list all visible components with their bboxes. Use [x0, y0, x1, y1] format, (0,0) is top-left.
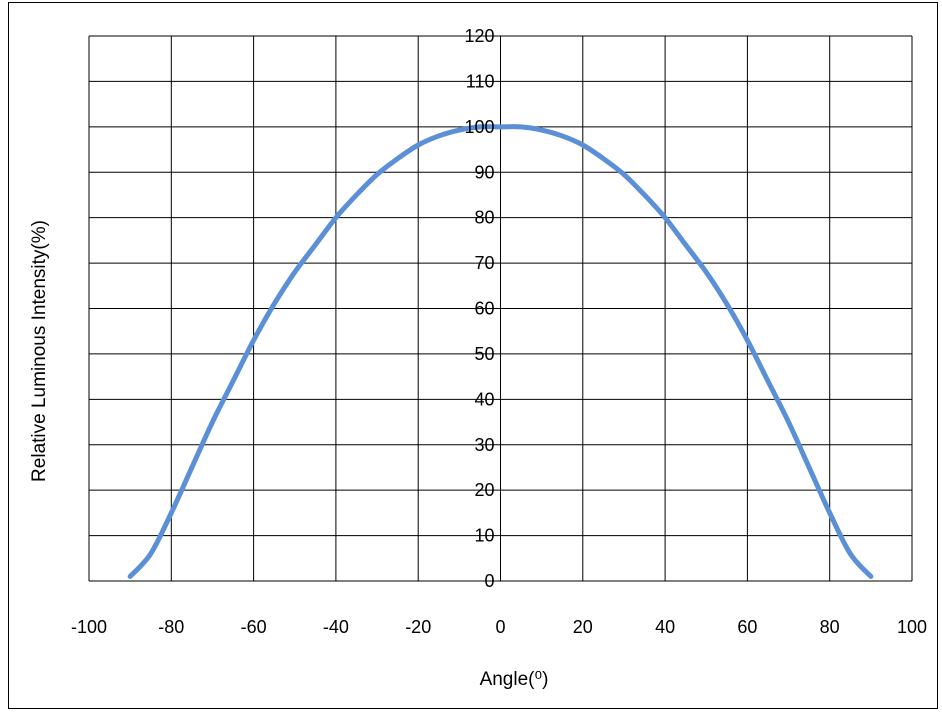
series-layer — [127, 124, 874, 579]
y-tick-label: 20 — [474, 480, 494, 500]
x-tick-label: -100 — [71, 617, 107, 637]
x-tick-label: 0 — [495, 617, 505, 637]
chart-frame: 0 10 20 30 40 50 60 70 80 90 100 110 120 -100 -80 -60-… — [8, 2, 938, 709]
y-tick-label: 90 — [474, 162, 494, 182]
y-tick-label: 10 — [474, 526, 494, 546]
x-axis-title: Angle(⁰) — [480, 669, 549, 690]
y-tick-label: 110 — [466, 71, 495, 91]
y-axis-title: Relative Luminous Intensity(%) — [29, 220, 50, 482]
x-tick-labels: -100 -80 -60 -40 -20 0 20 40 60 80 100 — [71, 617, 927, 637]
y-tick-labels: 0 10 20 30 40 50 60 70 80 90 100 110 120 — [464, 26, 494, 591]
grid-layer — [88, 35, 913, 582]
x-tick-label: -80 — [158, 617, 184, 637]
x-tick-label: 20 — [573, 617, 593, 637]
series-line — [127, 124, 874, 579]
x-tick-label: -60 — [241, 617, 267, 637]
x-tick-label: 80 — [820, 617, 840, 637]
x-tick-label: -40 — [323, 617, 349, 637]
y-tick-label: 120 — [464, 26, 494, 46]
y-tick-label: 40 — [474, 389, 494, 409]
y-tick-label: 60 — [474, 299, 494, 319]
x-tick-label: 40 — [655, 617, 675, 637]
x-tick-label: 60 — [737, 617, 757, 637]
y-tick-label: 80 — [474, 208, 494, 228]
y-tick-label: 50 — [474, 344, 494, 364]
y-tick-label: 100 — [464, 117, 494, 137]
x-tick-label: 100 — [897, 617, 927, 637]
y-tick-label: 0 — [484, 571, 494, 591]
y-tick-label: 70 — [474, 253, 494, 273]
x-tick-label: -20 — [405, 617, 431, 637]
y-tick-label: 30 — [474, 435, 494, 455]
